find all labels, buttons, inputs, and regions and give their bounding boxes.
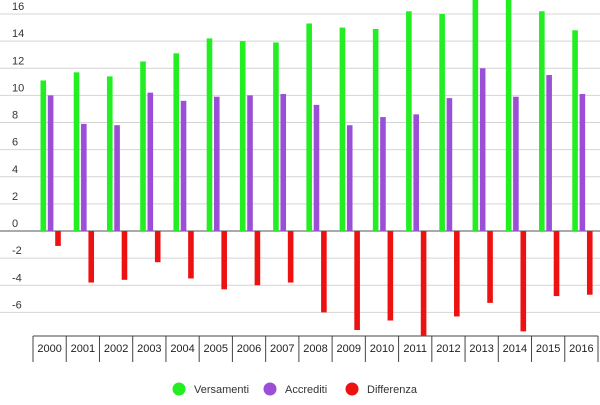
bar-accrediti-2010: [380, 117, 386, 231]
x-tick-label: 2008: [303, 343, 327, 355]
bar-versamenti-2009: [339, 27, 346, 231]
bar-versamenti-2004: [173, 53, 180, 231]
y-tick-label: 4: [12, 164, 18, 176]
bar-accrediti-2007: [280, 94, 287, 231]
y-tick-label: 0: [12, 218, 18, 230]
bar-accrediti-2014: [513, 96, 519, 231]
bar-accrediti-2013: [479, 68, 486, 231]
y-tick-label: 16: [12, 1, 24, 13]
bar-versamenti-2008: [306, 23, 312, 232]
bar-differenza-2005: [221, 231, 227, 290]
bar-differenza-2004: [188, 231, 194, 279]
y-tick-label: 14: [12, 28, 24, 40]
bar-accrediti-2011: [413, 114, 419, 231]
bar-versamenti-2005: [206, 38, 213, 231]
x-tick-label: 2013: [469, 343, 493, 355]
bar-accrediti-2009: [346, 125, 353, 231]
bar-accrediti-2005: [213, 96, 220, 231]
bar-versamenti-2016: [572, 30, 578, 232]
bar-accrediti-2003: [147, 92, 154, 231]
bar-differenza-2014: [520, 231, 527, 332]
legend-marker-versamenti: [172, 382, 186, 396]
bar-accrediti-2012: [446, 98, 453, 232]
bar-differenza-2011: [420, 231, 427, 336]
x-tick-label: 2014: [503, 343, 527, 355]
x-tick-label: 2010: [370, 343, 394, 355]
legend-label-differenza: Differenza: [367, 384, 418, 396]
y-tick-label: 8: [12, 110, 18, 122]
bar-versamenti-2007: [273, 42, 279, 232]
bar-differenza-2013: [487, 231, 493, 303]
bar-differenza-2015: [553, 231, 560, 297]
axes: 16 14 12 10 8 6 4 2 0 -2 -4 -6 2000 2001 2002 2003 2004 2…: [12, 1, 599, 362]
y-tick-label: 12: [12, 55, 24, 67]
x-tick-label: 2012: [436, 343, 460, 355]
bar-accrediti-2002: [114, 125, 120, 231]
bar-accrediti-2000: [47, 95, 54, 231]
y-tick-label: -6: [12, 299, 22, 311]
bar-differenza-2008: [321, 231, 327, 313]
bar-accrediti-2006: [247, 95, 253, 231]
bar-accrediti-2015: [546, 75, 552, 231]
bar-versamenti-2013: [472, 0, 479, 231]
x-tick-label: 2002: [104, 343, 128, 355]
x-tick-label: 2009: [336, 343, 360, 355]
bar-differenza-2016: [586, 231, 593, 295]
grid-lines: [0, 13, 600, 313]
y-tick-label: -4: [12, 272, 22, 284]
bar-versamenti-2006: [239, 41, 246, 231]
x-tick-label: 2003: [137, 343, 161, 355]
bar-versamenti-2015: [539, 11, 545, 231]
bar-differenza-2010: [387, 231, 394, 321]
bar-versamenti-2012: [439, 14, 445, 231]
legend: Versamenti Accrediti Differenza: [172, 382, 418, 396]
bar-differenza-2003: [154, 231, 161, 263]
bar-accrediti-2004: [180, 100, 187, 231]
legend-label-accrediti: Accrediti: [285, 384, 327, 396]
bar-differenza-2009: [354, 231, 360, 331]
bar-accrediti-2001: [81, 123, 87, 231]
y-tick-label: 2: [12, 191, 18, 203]
x-tick-label: 2000: [37, 343, 61, 355]
bar-accrediti-2016: [579, 94, 586, 231]
x-tick-label: 2001: [71, 343, 95, 355]
bar-versamenti-2002: [106, 76, 113, 231]
bar-differenza-2002: [121, 231, 128, 280]
y-tick-label: 10: [12, 82, 24, 94]
x-tick-label: 2016: [569, 343, 593, 355]
bar-differenza-2000: [55, 231, 61, 246]
x-tick-label: 2011: [403, 343, 427, 355]
bar-versamenti-2001: [73, 72, 80, 231]
bar-accrediti-2008: [313, 104, 320, 231]
bar-differenza-2007: [287, 231, 294, 283]
x-tick-label: 2007: [270, 343, 294, 355]
bar-versamenti-2011: [406, 11, 412, 231]
bar-versamenti-2003: [140, 61, 146, 231]
y-tick-label: -2: [12, 245, 22, 257]
bar-differenza-2012: [454, 231, 460, 317]
bar-differenza-2001: [88, 231, 95, 283]
x-tick-label: 2004: [170, 343, 194, 355]
x-tick-label: 2015: [536, 343, 560, 355]
legend-label-versamenti: Versamenti: [194, 384, 249, 396]
y-tick-label: 6: [12, 137, 18, 149]
bar-differenza-2006: [254, 231, 261, 286]
legend-marker-differenza: [345, 382, 359, 396]
bars: [40, 0, 593, 336]
bar-versamenti-2000: [40, 80, 47, 231]
bar-versamenti-2014: [505, 0, 512, 231]
x-tick-label: 2005: [204, 343, 228, 355]
bar-versamenti-2010: [372, 28, 379, 232]
legend-marker-accrediti: [263, 382, 277, 396]
x-tick-label: 2006: [237, 343, 261, 355]
